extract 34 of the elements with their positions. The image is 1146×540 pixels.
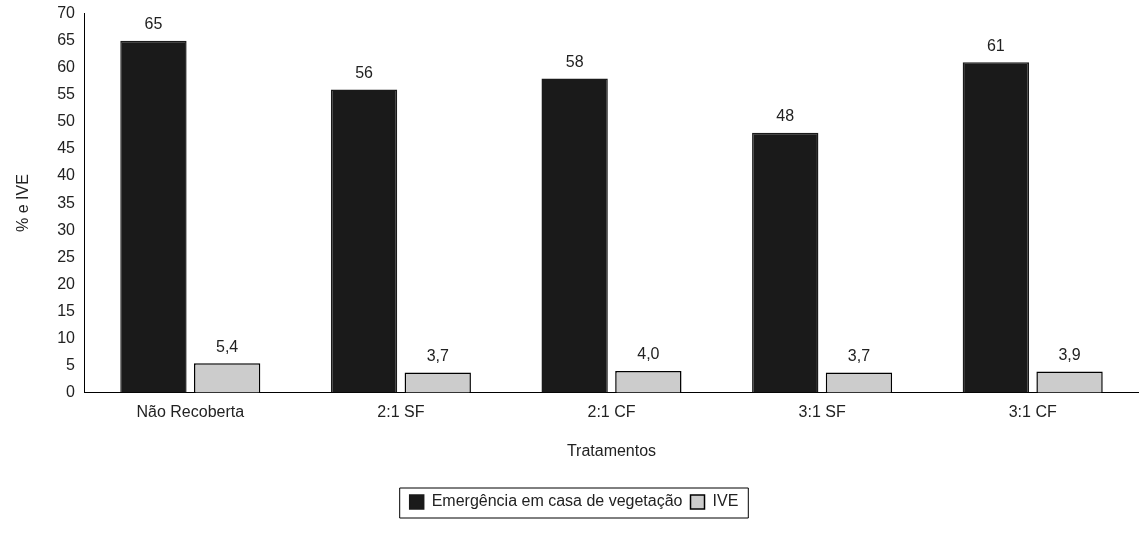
- data-label: 61: [986, 36, 1005, 54]
- x-tick-label: 2:1 SF: [377, 402, 425, 420]
- data-label: 3,7: [847, 346, 871, 364]
- data-label: 3,7: [426, 346, 449, 364]
- data-label: 58: [565, 52, 584, 70]
- y-tick-label: 25: [57, 247, 76, 265]
- x-tick-label: 2:1 CF: [587, 402, 636, 420]
- y-tick-label: 20: [57, 274, 76, 292]
- y-tick-label: 55: [57, 85, 76, 103]
- x-tick-label: 3:1 CF: [1008, 402, 1057, 420]
- y-tick-label: 35: [57, 193, 76, 211]
- y-tick-label: 70: [57, 4, 76, 22]
- data-label: 5,4: [216, 337, 239, 355]
- x-axis-title: Tratamentos: [566, 441, 657, 459]
- x-tick-label: 3:1 SF: [798, 402, 846, 420]
- data-label: 56: [355, 63, 374, 81]
- y-tick-label: 60: [57, 58, 76, 76]
- y-tick-label: 0: [66, 383, 76, 401]
- y-tick-label: 15: [57, 301, 76, 319]
- y-axis-title: % e IVE: [14, 174, 32, 233]
- y-tick-label: 10: [57, 328, 76, 346]
- data-label: 48: [776, 107, 795, 125]
- x-tick-label: Não Recoberta: [136, 402, 245, 420]
- legend-label: IVE: [712, 492, 739, 510]
- y-tick-label: 50: [57, 112, 76, 130]
- y-tick-label: 40: [57, 166, 76, 184]
- data-label: 3,9: [1058, 345, 1081, 363]
- y-tick-label: 5: [66, 355, 76, 373]
- data-label: 4,0: [637, 345, 660, 363]
- data-label: 65: [144, 15, 163, 33]
- y-tick-label: 30: [57, 220, 76, 238]
- y-tick-label: 45: [57, 139, 76, 157]
- y-tick-label: 65: [57, 31, 76, 49]
- legend-label: Emergência em casa de vegetação: [431, 492, 683, 510]
